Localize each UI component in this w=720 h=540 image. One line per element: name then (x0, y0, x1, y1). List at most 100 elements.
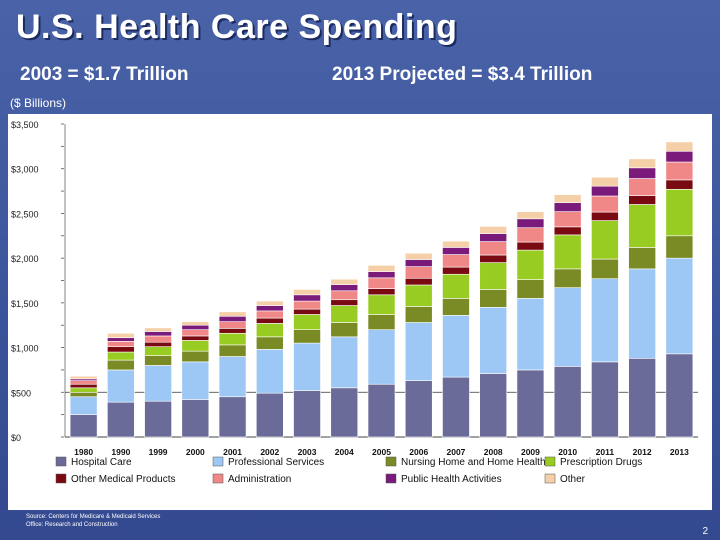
x-tick-label: 2002 (260, 447, 279, 457)
bar-segment (516, 249, 545, 280)
bar-segment (553, 194, 582, 203)
bar-segment (442, 298, 470, 316)
bar-segment (516, 218, 545, 229)
y-tick-label: $1,000 (11, 344, 39, 354)
bar-segment (591, 220, 619, 260)
y-tick-label: $2,500 (11, 209, 39, 219)
bar-segment (665, 161, 694, 181)
page-number: 2 (702, 526, 708, 537)
legend-swatch (212, 456, 224, 467)
bar-segment (293, 390, 321, 438)
bar-segment (479, 241, 508, 256)
bar-segment (516, 227, 545, 243)
legend-label: Public Health Activities (401, 474, 502, 485)
bar-segment (69, 414, 98, 438)
bar-segment (69, 391, 98, 398)
bar-segment (628, 204, 656, 248)
source-line-2: Office: Research and Construction (26, 522, 118, 528)
bar-segment (107, 359, 135, 371)
bar-segment (218, 321, 247, 329)
x-tick-label: 2007 (447, 447, 466, 457)
bar-segment (628, 268, 656, 359)
x-tick-label: 2009 (521, 447, 540, 457)
y-tick-label: $0 (11, 433, 21, 443)
bar-segment (404, 277, 433, 286)
bar-segment (591, 361, 619, 438)
bar-segment (330, 278, 359, 285)
bar-segment (367, 264, 396, 272)
bar-segment (107, 401, 135, 438)
bar-segment (442, 266, 470, 275)
bar-segment (218, 396, 247, 438)
subtitle-2003: 2003 = $1.7 Trillion (20, 64, 189, 85)
bar-segment (442, 254, 470, 268)
bar-segment (69, 375, 98, 380)
bar-segment (628, 358, 656, 438)
bar-segment (218, 356, 247, 398)
bar-segment (479, 233, 508, 242)
bar-segment (479, 262, 508, 290)
bar-segment (591, 258, 619, 280)
bar-segment (479, 226, 508, 234)
bar-segment (144, 365, 172, 402)
bar-segment (255, 323, 284, 338)
legend-label: Administration (228, 474, 291, 485)
bar-segment (181, 399, 210, 438)
bar-segment (442, 273, 470, 299)
bar-segment (144, 327, 172, 332)
bar-segment (591, 195, 619, 213)
bar-segment (144, 335, 172, 343)
bar-segment (479, 307, 508, 374)
x-tick-label: 1980 (74, 447, 93, 457)
legend-label: Professional Services (228, 457, 324, 468)
bar-segment (367, 383, 396, 438)
bar-segment (293, 300, 321, 310)
bar-segment (181, 350, 210, 363)
bar-segment (218, 344, 247, 357)
bar-segment (553, 226, 582, 236)
bar-segment (628, 158, 656, 169)
bar-segment (293, 314, 321, 330)
bar-segment (591, 211, 619, 221)
x-tick-label: 1990 (111, 447, 130, 457)
y-tick-label: $3,500 (11, 120, 39, 130)
bar-segment (181, 340, 210, 352)
bar-segment (628, 167, 656, 179)
bar-segment (479, 289, 508, 308)
bar-segment (330, 299, 359, 306)
legend-label: Hospital Care (71, 457, 132, 468)
bar-segment (665, 188, 694, 237)
bar-segment (665, 141, 694, 152)
bar-segment (293, 342, 321, 391)
bar-segment (628, 195, 656, 205)
x-tick-label: 2001 (223, 447, 242, 457)
bar-segment (367, 277, 396, 289)
source-note: Source: Centers for Medicare & Medicaid … (26, 513, 160, 529)
stacked-bar-chart: $0 $500 $1,000 $1,500 $2,000 $2,500 $3,000 $3,5… (11, 120, 698, 485)
bar-segment (218, 311, 247, 317)
bar-segment (181, 324, 210, 330)
bar-segment (516, 298, 545, 371)
chart-panel: $0 $500 $1,000 $1,500 $2,000 $2,500 $3,000 $3,5… (8, 114, 712, 510)
y-tick-label: $500 (11, 388, 31, 398)
legend-swatch (544, 473, 556, 484)
x-tick-label: 2006 (409, 447, 428, 457)
bar-segment (665, 353, 694, 438)
bar-segment (404, 266, 433, 279)
x-tick-label: 2011 (596, 447, 615, 457)
bar-segment (181, 321, 210, 326)
bar-segment (255, 392, 284, 438)
bar-segment (69, 396, 98, 415)
bar-segment (404, 284, 433, 307)
legend-swatch (385, 473, 397, 484)
x-tick-label: 2010 (558, 447, 577, 457)
legend-swatch (55, 473, 67, 484)
bar-segment (218, 315, 247, 322)
bar-segment (255, 349, 284, 394)
bar-segment (367, 288, 396, 296)
bar-segment (479, 254, 508, 263)
bar-segment (367, 314, 396, 330)
bar-segment (293, 289, 321, 296)
bar-segment (330, 322, 359, 338)
bar-segment (293, 294, 321, 302)
